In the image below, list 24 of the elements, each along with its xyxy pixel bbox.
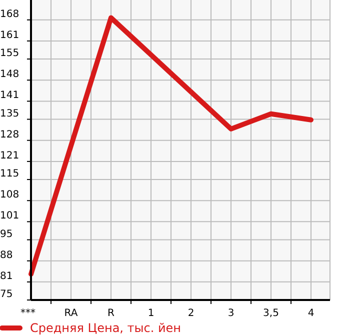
y-tick-label: 115 xyxy=(0,168,20,180)
y-tick-label: 148 xyxy=(0,69,20,80)
y-tick-label: 108 xyxy=(0,190,20,201)
x-tick-label: RA xyxy=(64,308,78,319)
y-tick-label: 95 xyxy=(0,228,13,240)
y-tick-label: 101 xyxy=(0,210,20,222)
x-tick-label: 4 xyxy=(308,308,314,319)
y-tick-label: 75 xyxy=(0,289,13,300)
legend-label: Средняя Цена, тыс. йен xyxy=(30,321,182,335)
y-tick-label: 135 xyxy=(0,108,20,120)
y-tick-label: 128 xyxy=(0,129,20,140)
x-tick-label: 1 xyxy=(148,308,154,319)
y-tick-label: 155 xyxy=(0,48,20,60)
x-tick-label: 3,5 xyxy=(263,308,279,319)
y-tick-label: 88 xyxy=(0,250,13,261)
y-tick-label: 121 xyxy=(0,150,20,162)
x-tick-label: *** xyxy=(20,308,36,319)
y-tick-label: 141 xyxy=(0,90,20,102)
x-tick-label: R xyxy=(108,308,115,319)
y-tick-label: 81 xyxy=(0,270,13,282)
y-tick-label: 161 xyxy=(0,30,20,41)
x-tick-label: 2 xyxy=(188,308,194,319)
x-tick-label: 3 xyxy=(228,308,234,319)
y-tick-label: 168 xyxy=(0,8,20,20)
